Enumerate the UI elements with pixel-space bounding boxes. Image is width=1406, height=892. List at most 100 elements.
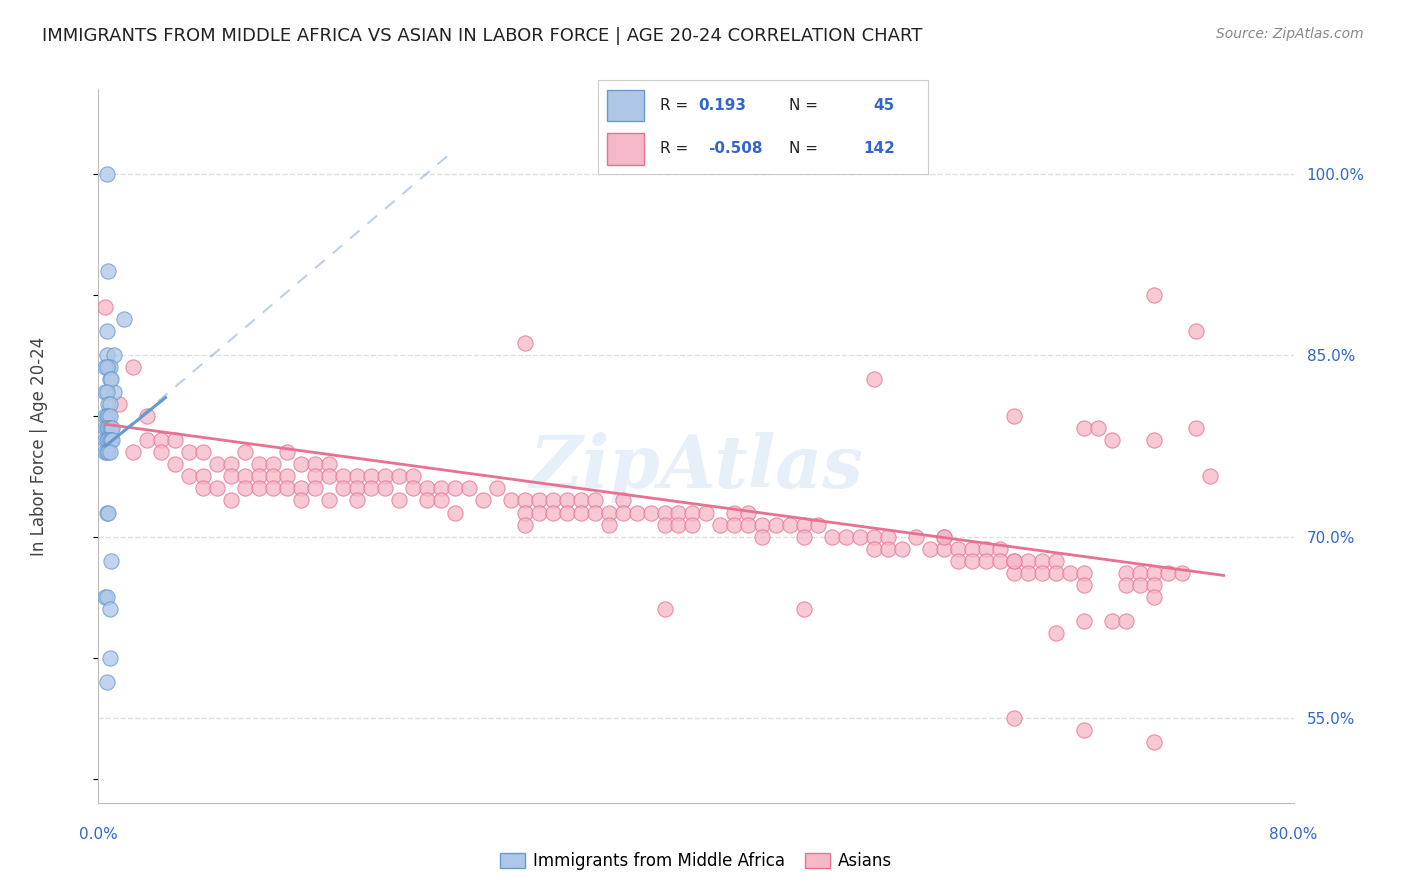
Point [626, 506, 648, 520]
Text: 142: 142 [863, 141, 894, 156]
Point [1101, 433, 1123, 447]
Point [974, 554, 997, 568]
Point [262, 469, 284, 483]
Point [193, 469, 215, 483]
Point [988, 554, 1011, 568]
Point [555, 506, 578, 520]
Point [207, 457, 229, 471]
Point [96, 433, 118, 447]
Point [262, 457, 284, 471]
Point [96, 506, 118, 520]
Point [541, 493, 564, 508]
Point [598, 517, 620, 532]
Point [374, 481, 396, 495]
Text: N =: N = [789, 141, 818, 156]
Point [233, 445, 256, 459]
Point [793, 517, 815, 532]
Point [150, 433, 173, 447]
Point [513, 517, 536, 532]
Text: 80.0%: 80.0% [1270, 827, 1317, 841]
Point [122, 360, 145, 375]
Point [219, 469, 242, 483]
Point [1073, 723, 1095, 738]
Point [179, 445, 201, 459]
Point [94, 409, 117, 423]
Point [1143, 288, 1166, 302]
Text: R =: R = [661, 141, 689, 156]
Point [444, 481, 467, 495]
Point [1045, 626, 1067, 640]
Point [723, 506, 745, 520]
Point [974, 541, 997, 556]
Point [1073, 421, 1095, 435]
Point [150, 445, 173, 459]
Point [98, 360, 121, 375]
Point [1031, 566, 1053, 580]
Point [98, 372, 121, 386]
Point [1198, 469, 1220, 483]
Point [97, 445, 120, 459]
Point [932, 530, 955, 544]
Point [94, 360, 117, 375]
Point [877, 530, 900, 544]
Point [332, 469, 354, 483]
Text: R =: R = [661, 98, 689, 113]
Point [654, 506, 676, 520]
Point [444, 506, 467, 520]
Point [416, 481, 439, 495]
Point [94, 300, 117, 314]
Point [219, 457, 242, 471]
Point [100, 372, 122, 386]
Point [654, 517, 676, 532]
Point [1143, 433, 1166, 447]
Point [499, 493, 522, 508]
Point [100, 421, 122, 435]
Point [723, 517, 745, 532]
Point [136, 433, 159, 447]
Point [891, 541, 914, 556]
Point [346, 481, 368, 495]
Point [247, 457, 270, 471]
Point [98, 433, 121, 447]
Point [98, 409, 121, 423]
Point [96, 590, 118, 604]
Point [849, 530, 872, 544]
Point [103, 384, 125, 399]
Text: ZipAtlas: ZipAtlas [529, 432, 863, 503]
Point [513, 336, 536, 351]
Point [247, 481, 270, 495]
Point [97, 263, 120, 277]
Point [905, 530, 928, 544]
Point [668, 517, 690, 532]
Point [207, 481, 229, 495]
Point [668, 506, 690, 520]
Point [569, 493, 592, 508]
Point [276, 445, 298, 459]
Point [304, 481, 326, 495]
Point [960, 554, 983, 568]
Point [1002, 409, 1025, 423]
Point [527, 506, 550, 520]
Point [920, 541, 942, 556]
Point [193, 445, 215, 459]
Point [960, 541, 983, 556]
Point [94, 433, 117, 447]
Point [793, 602, 815, 616]
Text: 45: 45 [873, 98, 894, 113]
Point [402, 481, 425, 495]
Point [1073, 566, 1095, 580]
Point [98, 602, 121, 616]
Point [96, 421, 118, 435]
Point [1157, 566, 1180, 580]
Point [165, 457, 187, 471]
Point [807, 517, 830, 532]
Point [332, 481, 354, 495]
Point [346, 493, 368, 508]
Point [96, 348, 118, 362]
Point [97, 433, 120, 447]
Point [583, 506, 606, 520]
Point [793, 530, 815, 544]
Point [932, 530, 955, 544]
Point [96, 324, 118, 338]
Point [290, 493, 312, 508]
